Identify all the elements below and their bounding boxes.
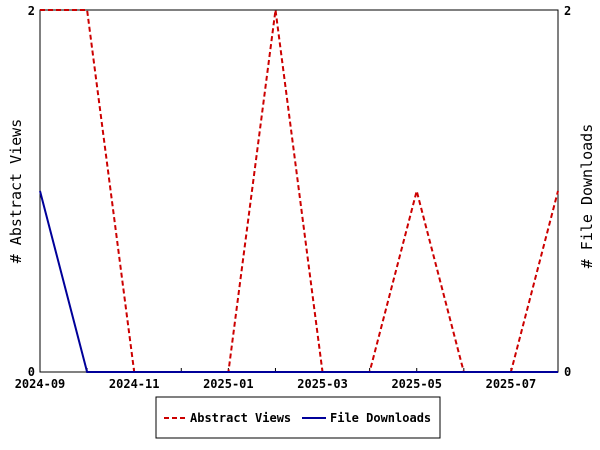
x-tick-label: 2025-01 (203, 377, 254, 391)
x-tick-label: 2025-07 (486, 377, 537, 391)
legend: Abstract Views File Downloads (155, 396, 441, 439)
legend-label-file-downloads: File Downloads (330, 411, 431, 425)
x-tick-label: 2024-11 (109, 377, 160, 391)
y-right-tick-top: 2 (564, 4, 571, 18)
x-tick-label: 2025-03 (297, 377, 348, 391)
y-axis-right-title: # File Downloads (578, 124, 596, 269)
y-left-tick-bottom: 0 (28, 365, 35, 379)
y-left-tick-top: 2 (28, 4, 35, 18)
plot-area (39, 9, 559, 373)
series-layer (39, 9, 559, 373)
legend-box (155, 396, 441, 439)
x-tick-label: 2025-05 (391, 377, 442, 391)
y-right-tick-bottom: 0 (564, 365, 571, 379)
x-axis-ticks: 2024-09 2024-11 2025-01 2025-03 2025-05 2025-… (15, 368, 559, 391)
legend-label-abstract-views: Abstract Views (190, 411, 291, 425)
x-tick-label: 2024-09 (15, 377, 66, 391)
y-axis-left-title: # Abstract Views (7, 119, 25, 264)
series-line-file-downloads (39, 190, 558, 373)
